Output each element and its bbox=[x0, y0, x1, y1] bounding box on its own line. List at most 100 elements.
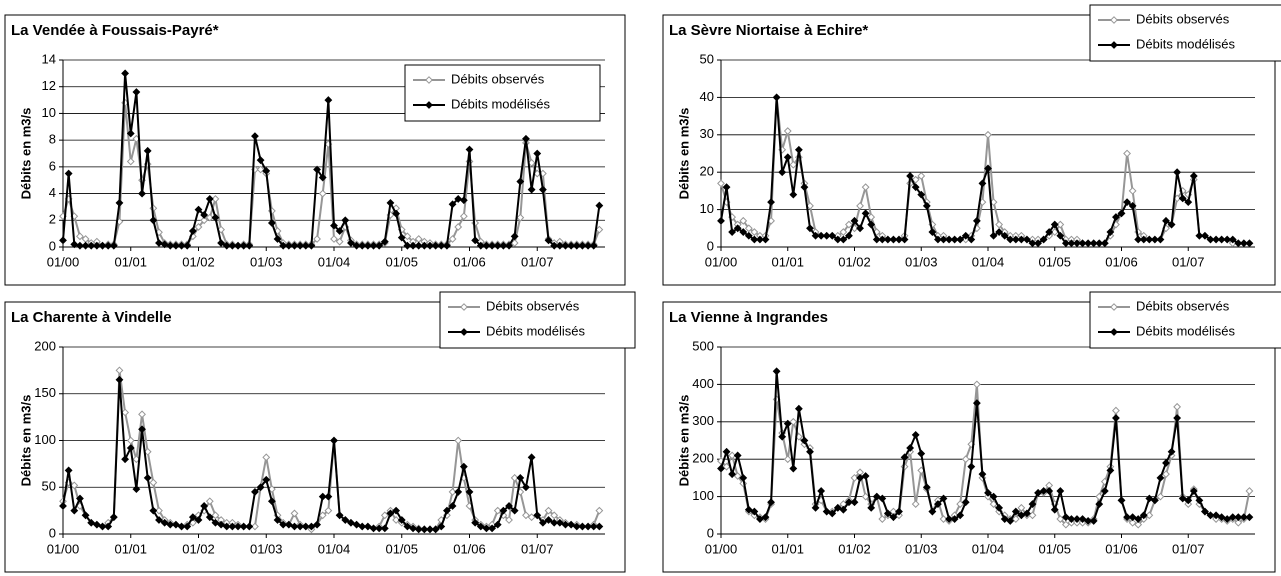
series-marker bbox=[567, 241, 576, 250]
series-marker bbox=[217, 225, 225, 234]
series-marker bbox=[510, 473, 519, 482]
series-marker bbox=[833, 503, 842, 512]
series-marker bbox=[205, 497, 214, 506]
series-marker bbox=[222, 522, 231, 531]
series-marker bbox=[363, 241, 372, 250]
series-marker bbox=[454, 436, 463, 445]
series-marker bbox=[1139, 511, 1148, 520]
series-marker bbox=[934, 235, 942, 244]
series-marker bbox=[301, 241, 310, 250]
series-marker bbox=[911, 183, 920, 192]
series-marker bbox=[922, 483, 931, 492]
y-tick-label: 500 bbox=[692, 338, 714, 353]
series-marker bbox=[211, 213, 220, 222]
series-marker bbox=[1234, 239, 1243, 248]
series-marker bbox=[1245, 239, 1254, 248]
series-marker bbox=[956, 235, 965, 244]
x-tick-label: 01/03 bbox=[905, 254, 938, 269]
legend-marker bbox=[460, 328, 468, 336]
series-marker bbox=[392, 209, 401, 218]
x-tick-label: 01/01 bbox=[114, 254, 147, 269]
series-marker bbox=[1212, 235, 1220, 244]
series-marker bbox=[431, 241, 440, 250]
series-marker bbox=[522, 511, 530, 520]
series-marker bbox=[1156, 492, 1165, 501]
series-marker bbox=[1061, 520, 1070, 529]
series-marker bbox=[228, 241, 237, 250]
series-marker bbox=[1139, 235, 1148, 244]
series-marker bbox=[330, 221, 338, 230]
chart-title: La Vendée à Foussais-Payré* bbox=[11, 22, 219, 39]
series-marker bbox=[1201, 507, 1209, 516]
legend-marker bbox=[1110, 303, 1118, 311]
series-marker bbox=[155, 239, 163, 247]
series-marker bbox=[324, 492, 333, 501]
series-marker bbox=[1145, 511, 1154, 520]
series-marker bbox=[850, 216, 859, 225]
series-marker bbox=[1212, 511, 1220, 520]
series-marker bbox=[448, 502, 457, 510]
series-marker bbox=[262, 453, 271, 462]
series-marker bbox=[160, 240, 169, 249]
legend-label: Débits modélisés bbox=[1136, 36, 1235, 51]
series-marker bbox=[1173, 168, 1182, 177]
y-tick-label: 100 bbox=[692, 488, 714, 503]
series-marker bbox=[172, 241, 180, 250]
series-marker bbox=[380, 511, 389, 520]
x-tick-label: 01/02 bbox=[182, 541, 215, 556]
series-marker bbox=[811, 231, 820, 240]
y-tick-label: 300 bbox=[692, 413, 714, 428]
series-marker bbox=[989, 231, 998, 240]
y-tick-label: 8 bbox=[49, 132, 56, 147]
series-marker bbox=[1095, 500, 1104, 508]
series-marker bbox=[1023, 235, 1031, 244]
y-tick-label: 10 bbox=[42, 105, 56, 120]
series-marker bbox=[839, 235, 848, 244]
series-marker bbox=[482, 524, 491, 533]
series-marker bbox=[279, 520, 288, 529]
series-marker bbox=[1039, 487, 1048, 495]
series-marker bbox=[1095, 492, 1104, 501]
series-marker bbox=[200, 502, 209, 510]
legend-label: Débits modélisés bbox=[1136, 323, 1235, 338]
y-tick-label: 150 bbox=[34, 385, 56, 400]
series-marker bbox=[194, 516, 203, 524]
legend-marker bbox=[1110, 41, 1118, 49]
series-marker bbox=[307, 522, 316, 531]
series-marker bbox=[363, 522, 372, 531]
series-marker bbox=[906, 172, 915, 180]
series-marker bbox=[256, 165, 265, 174]
series-marker bbox=[228, 522, 237, 531]
series-marker bbox=[347, 239, 355, 247]
series-marker bbox=[245, 241, 254, 250]
series-marker bbox=[533, 511, 542, 520]
series-marker bbox=[1217, 235, 1226, 244]
series-marker bbox=[861, 472, 870, 480]
series-marker bbox=[761, 235, 770, 244]
y-tick-label: 0 bbox=[707, 238, 714, 253]
series-marker bbox=[1095, 239, 1104, 248]
y-axis-label: Débits en m3/s bbox=[676, 108, 691, 200]
series-marker bbox=[817, 231, 826, 240]
series-marker bbox=[900, 235, 909, 244]
series-marker bbox=[872, 492, 881, 501]
series-marker bbox=[934, 500, 942, 508]
series-marker bbox=[845, 220, 853, 229]
series-marker bbox=[950, 235, 959, 244]
series-marker bbox=[465, 145, 474, 154]
series-marker bbox=[499, 241, 508, 250]
series-marker bbox=[756, 515, 764, 523]
series-marker bbox=[155, 516, 163, 524]
series-marker bbox=[98, 522, 107, 531]
series-marker bbox=[132, 88, 141, 96]
x-tick-label: 01/06 bbox=[1105, 541, 1138, 556]
y-tick-label: 50 bbox=[700, 51, 714, 66]
series-marker bbox=[739, 473, 748, 482]
y-tick-label: 200 bbox=[34, 338, 56, 353]
legend-box bbox=[1089, 291, 1281, 349]
legend-label: Débits observés bbox=[1136, 298, 1230, 313]
series-marker bbox=[1167, 447, 1176, 456]
series-marker bbox=[70, 506, 79, 515]
series-marker bbox=[522, 134, 530, 143]
series-marker bbox=[917, 190, 926, 199]
